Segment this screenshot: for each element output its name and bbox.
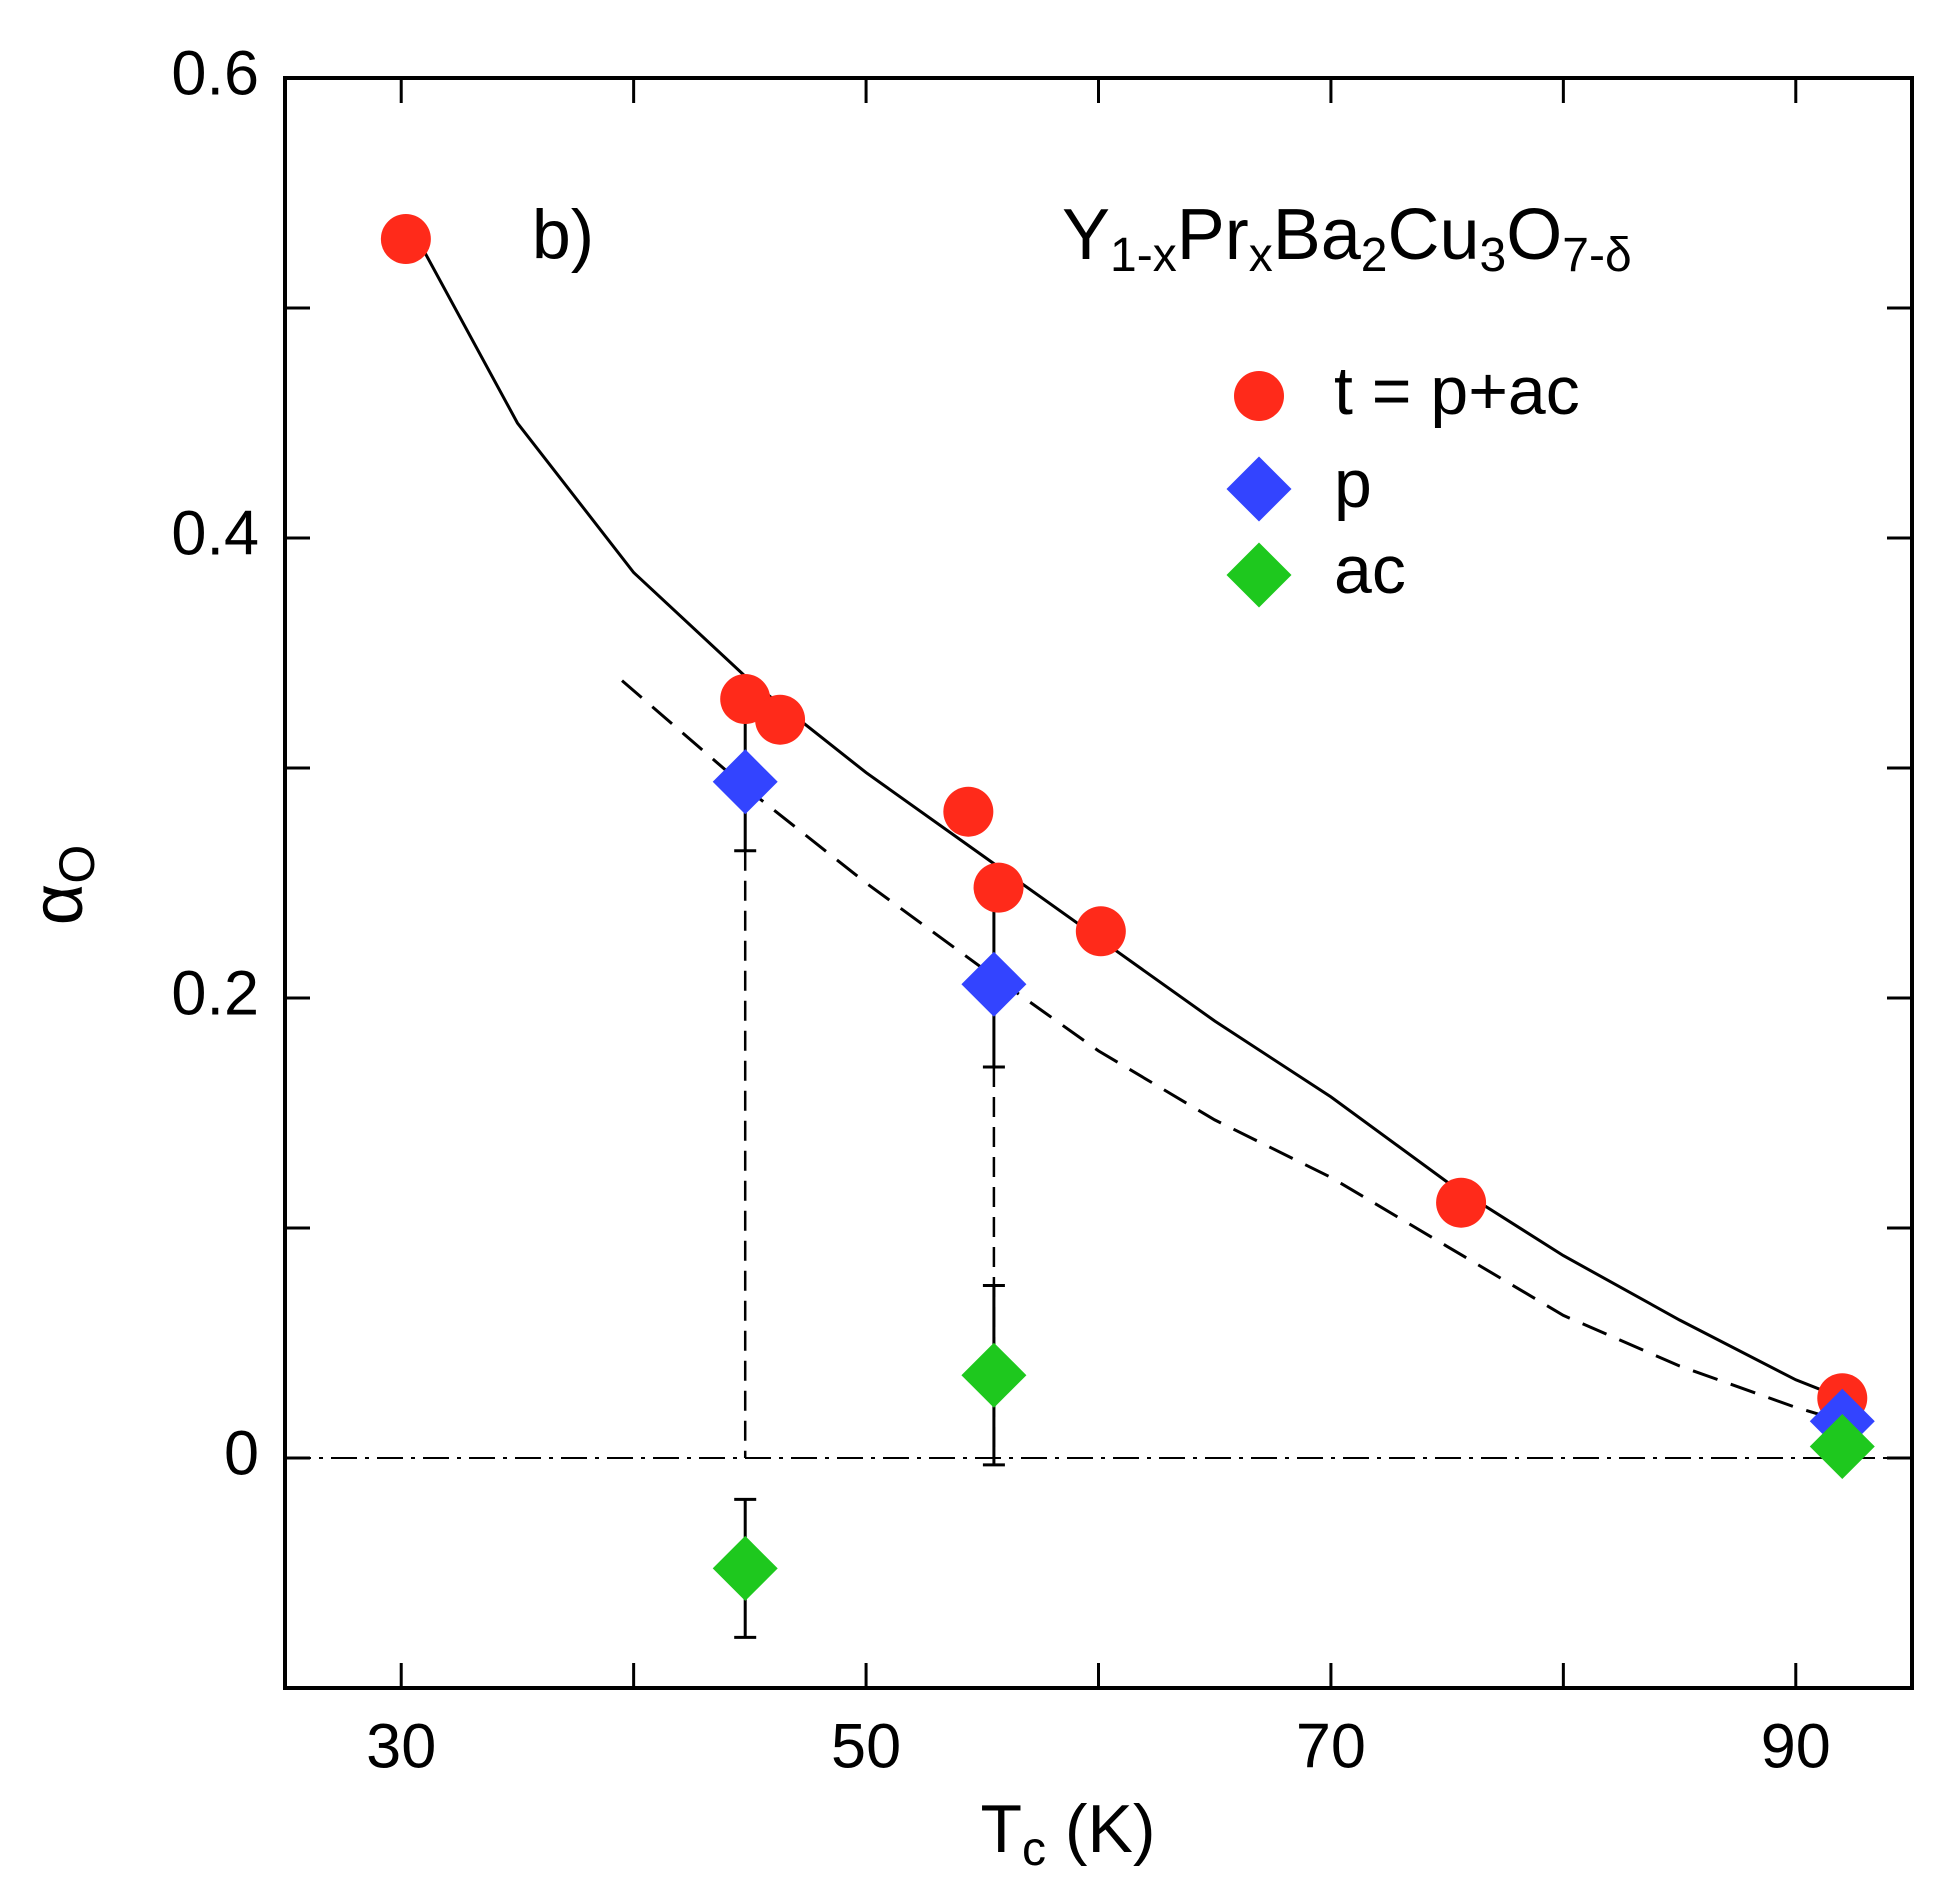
x-label-rest: (K) <box>1046 1791 1156 1867</box>
data-point <box>961 951 1027 1017</box>
formula-sub: 3 <box>1480 229 1507 282</box>
x-label-sub: c <box>1022 1823 1046 1876</box>
legend-marker <box>1226 542 1292 608</box>
legend-marker <box>1234 371 1284 421</box>
x-axis-label: Tc (K) <box>980 1791 1155 1876</box>
formula-text: Ba <box>1273 195 1362 275</box>
fit-curve <box>416 238 1843 1400</box>
data-point <box>1436 1177 1487 1228</box>
x-tick-label: 90 <box>1761 1712 1831 1782</box>
data-point <box>755 694 806 745</box>
formula-sub: 2 <box>1361 229 1388 282</box>
panel-label: b) <box>532 195 594 273</box>
fit-curve-dashed <box>621 679 1843 1423</box>
y-axis-label: αO <box>18 845 105 926</box>
formula-text: Cu <box>1388 195 1480 275</box>
formula-sub: 1-x <box>1110 229 1177 282</box>
y-tick-label: 0.2 <box>171 959 259 1029</box>
data-point <box>380 214 431 264</box>
x-tick-label: 50 <box>831 1712 901 1782</box>
formula: Y1-x​Prx​Ba2​Cu3​O7-δ​ <box>1062 195 1632 282</box>
y-label-text: α <box>18 884 98 926</box>
formula-sub: 7-δ <box>1562 229 1631 282</box>
legend-label: ac <box>1334 532 1406 608</box>
y-tick-label: 0.6 <box>171 39 259 109</box>
formula-sub: x <box>1249 229 1273 282</box>
y-tick-label: 0 <box>224 1419 259 1489</box>
data-point <box>1809 1414 1875 1479</box>
legend-label: t = p+ac <box>1334 353 1580 429</box>
legend-marker <box>1226 456 1292 522</box>
x-tick-label: 70 <box>1296 1712 1366 1782</box>
y-label-sub: O <box>49 845 105 884</box>
formula-text: Y <box>1062 195 1110 275</box>
data-point <box>943 786 994 837</box>
y-tick-label: 0.4 <box>171 499 259 569</box>
legend-label: p <box>1334 446 1372 522</box>
formula-text: Pr <box>1177 195 1249 275</box>
x-label-text: T <box>980 1791 1022 1867</box>
data-point <box>712 1535 778 1601</box>
x-tick-label: 30 <box>366 1712 436 1782</box>
data-point <box>973 862 1024 913</box>
data-point <box>712 749 778 815</box>
plot-frame <box>283 76 1914 1690</box>
formula-text: O <box>1506 195 1562 275</box>
data-point <box>961 1342 1027 1408</box>
data-point <box>1075 906 1126 957</box>
